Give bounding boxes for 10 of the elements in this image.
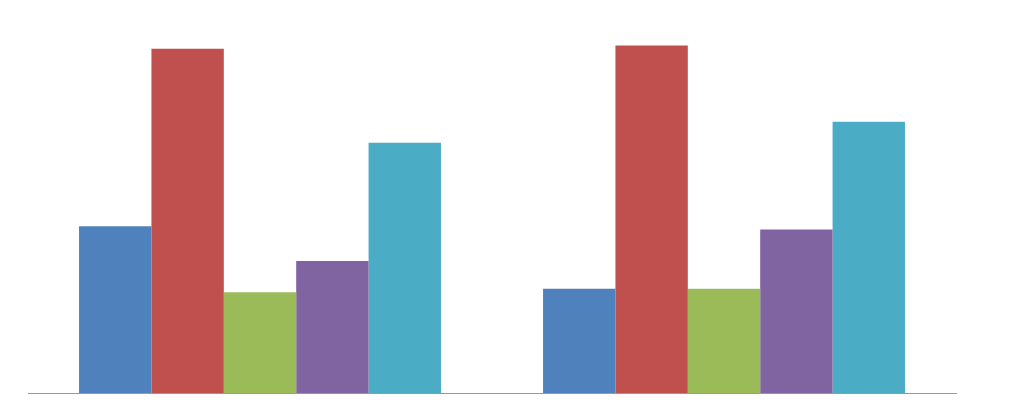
bar — [79, 226, 152, 393]
bar — [615, 45, 688, 393]
bar — [760, 229, 833, 393]
bar — [832, 121, 905, 393]
bar — [223, 292, 297, 393]
bar — [296, 260, 369, 393]
bar — [543, 288, 616, 393]
bar — [151, 48, 224, 393]
bar — [368, 142, 441, 393]
bar — [687, 288, 761, 393]
